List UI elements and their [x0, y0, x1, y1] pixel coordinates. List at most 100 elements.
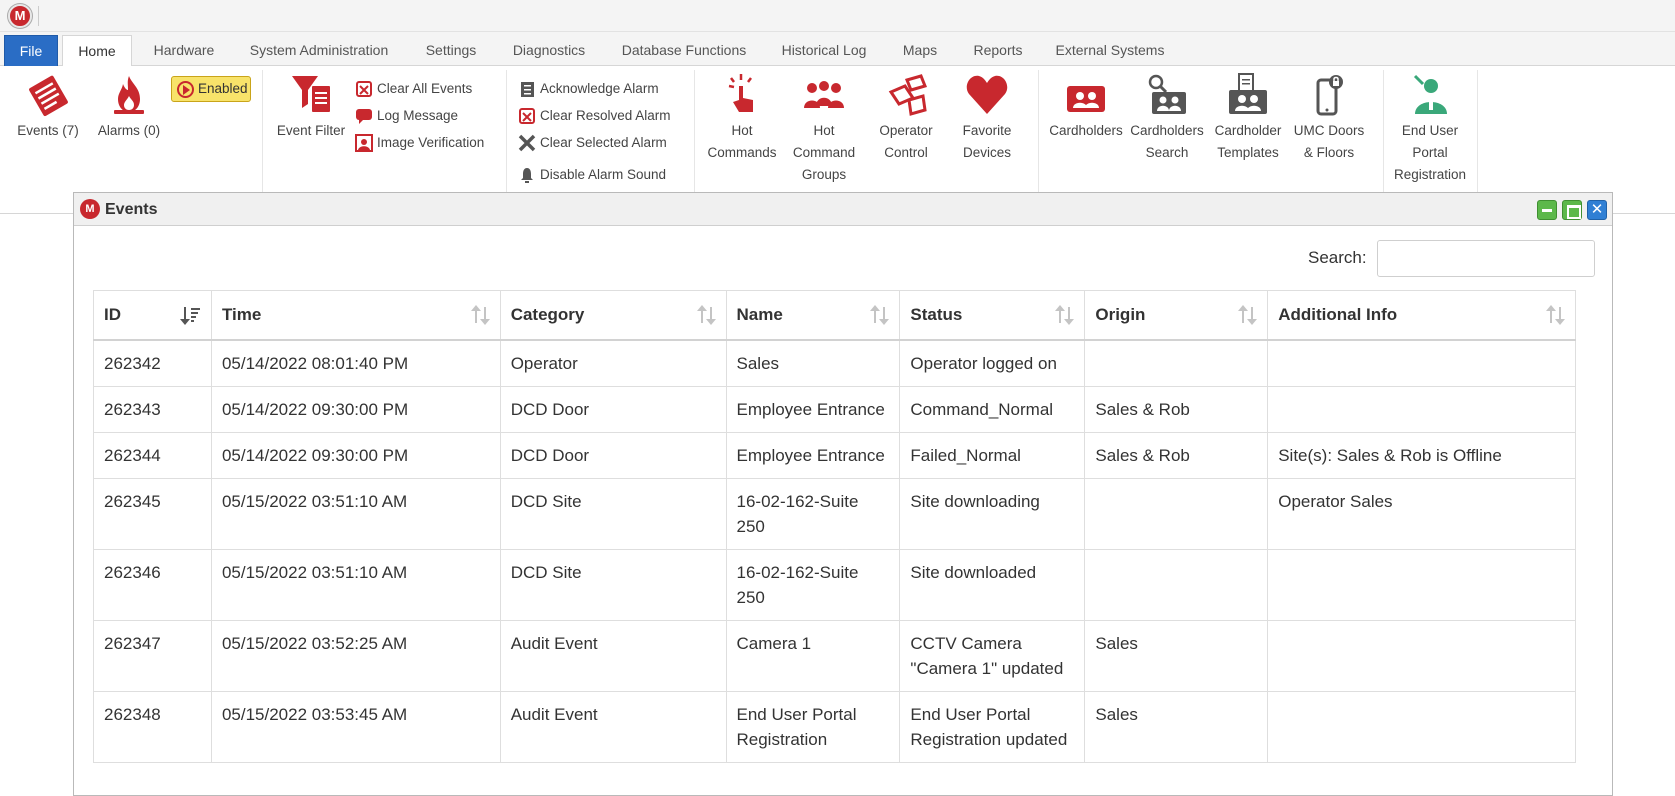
clear-events-icon: [356, 81, 372, 98]
search-input[interactable]: [1377, 240, 1595, 277]
hot-command-groups-label-2: Command: [792, 145, 856, 160]
tab-hardware[interactable]: Hardware: [153, 42, 215, 58]
cell-origin: [1084, 339, 1269, 387]
cell-id: 262345: [93, 477, 212, 550]
template-icon: [1229, 73, 1267, 114]
tab-external-systems[interactable]: External Systems: [1055, 42, 1165, 58]
app-logo-icon[interactable]: M: [8, 4, 32, 28]
cell-name: Employee Entrance: [725, 385, 901, 433]
cell-origin: Sales & Rob: [1084, 431, 1269, 479]
events-window-titlebar[interactable]: M Events ✕: [74, 193, 1612, 226]
tab-maps[interactable]: Maps: [902, 42, 938, 58]
cardholders-search-label-1: Cardholders: [1130, 123, 1204, 138]
maximize-button[interactable]: [1562, 200, 1582, 220]
log-message-button[interactable]: Log Message: [355, 105, 458, 127]
operator-control-button[interactable]: Operator Control: [866, 72, 946, 164]
tab-reports[interactable]: Reports: [973, 42, 1023, 58]
cell-time: 05/14/2022 08:01:40 PM: [210, 339, 501, 387]
ribbon-separator: [694, 70, 695, 198]
acknowledge-alarm-button[interactable]: Acknowledge Alarm: [518, 78, 659, 100]
filter-icon: [292, 76, 330, 112]
umc-doors-floors-button[interactable]: UMC Doors & Floors: [1289, 72, 1369, 164]
cell-time: 05/15/2022 03:52:25 AM: [210, 619, 501, 692]
image-verification-button[interactable]: Image Verification: [355, 132, 484, 154]
table-row[interactable]: 262348 05/15/2022 03:53:45 AM Audit Even…: [93, 690, 1576, 763]
cell-id: 262347: [93, 619, 212, 692]
cell-additional-info: [1267, 385, 1576, 433]
event-filter-button[interactable]: Event Filter: [274, 72, 348, 142]
tab-settings[interactable]: Settings: [425, 42, 477, 58]
cell-status: CCTV Camera "Camera 1" updated: [899, 619, 1086, 692]
favorite-devices-button[interactable]: Favorite Devices: [947, 72, 1027, 164]
cell-category: DCD Site: [499, 548, 727, 621]
hot-command-groups-label-3: Groups: [801, 167, 847, 182]
clear-resolved-alarm-label: Clear Resolved Alarm: [540, 108, 671, 123]
cell-additional-info: [1267, 339, 1576, 387]
tab-diagnostics[interactable]: Diagnostics: [512, 42, 586, 58]
tab-database-functions[interactable]: Database Functions: [621, 42, 747, 58]
cell-name: 16-02-162-Suite 250: [725, 548, 901, 621]
clear-selected-alarm-button[interactable]: Clear Selected Alarm: [518, 132, 667, 154]
cell-time: 05/14/2022 09:30:00 PM: [210, 431, 501, 479]
cardholders-button[interactable]: Cardholders: [1046, 72, 1126, 142]
cell-status: Site downloaded: [899, 548, 1086, 621]
event-filter-label: Event Filter: [276, 123, 346, 138]
sort-icon: [696, 305, 716, 325]
hot-command-groups-button[interactable]: Hot Command Groups: [784, 72, 864, 186]
tab-historical-log[interactable]: Historical Log: [781, 42, 867, 58]
column-header-status[interactable]: Status: [899, 290, 1086, 341]
clear-selected-alarm-label: Clear Selected Alarm: [540, 135, 667, 150]
phone-lock-icon: [1316, 75, 1343, 116]
cell-additional-info: [1267, 619, 1576, 692]
operator-icon: [888, 74, 928, 116]
cardholder-templates-button[interactable]: Cardholder Templates: [1208, 72, 1288, 164]
title-bar: M: [0, 0, 1675, 32]
favorite-devices-label-1: Favorite: [962, 123, 1012, 138]
umc-doors-label-2: & Floors: [1303, 145, 1355, 160]
heart-icon: [966, 75, 1008, 114]
clear-resolved-icon: [519, 108, 535, 125]
events-button[interactable]: Events (7): [14, 72, 82, 142]
cell-id: 262346: [93, 548, 212, 621]
cell-origin: Sales: [1084, 690, 1269, 763]
bell-icon: [521, 168, 533, 184]
alarms-button[interactable]: Alarms (0): [96, 72, 162, 142]
table-row[interactable]: 262347 05/15/2022 03:52:25 AM Audit Even…: [93, 619, 1576, 692]
ribbon-separator: [506, 70, 507, 198]
minimize-button[interactable]: [1537, 200, 1557, 220]
sort-icon: [870, 305, 890, 325]
table-row[interactable]: 262343 05/14/2022 09:30:00 PM DCD Door E…: [93, 385, 1576, 433]
table-row[interactable]: 262345 05/15/2022 03:51:10 AM DCD Site 1…: [93, 477, 1576, 550]
column-header-additional-info[interactable]: Additional Info: [1267, 290, 1576, 341]
disable-alarm-sound-button[interactable]: Disable Alarm Sound: [518, 164, 666, 186]
tab-home[interactable]: Home: [62, 35, 132, 67]
column-header-time[interactable]: Time: [210, 290, 501, 341]
table-row[interactable]: 262342 05/14/2022 08:01:40 PM Operator S…: [93, 339, 1576, 387]
cardholder-search-icon: [1148, 74, 1186, 114]
clear-resolved-alarm-button[interactable]: Clear Resolved Alarm: [518, 105, 671, 127]
tab-file[interactable]: File: [4, 35, 58, 66]
column-header-category[interactable]: Category: [499, 290, 727, 341]
enabled-label: Enabled: [198, 81, 248, 96]
column-header-id[interactable]: ID: [93, 290, 212, 341]
acknowledge-alarm-label: Acknowledge Alarm: [540, 81, 659, 96]
group-icon: [804, 81, 844, 108]
alarm-sound-enabled-toggle[interactable]: Enabled: [171, 76, 251, 102]
clear-all-events-label: Clear All Events: [377, 81, 473, 96]
cell-status: Site downloading: [899, 477, 1086, 550]
clear-all-events-button[interactable]: Clear All Events: [355, 78, 472, 100]
cell-time: 05/15/2022 03:53:45 AM: [210, 690, 501, 763]
operator-control-label-2: Control: [884, 145, 928, 160]
table-row[interactable]: 262344 05/14/2022 09:30:00 PM DCD Door E…: [93, 431, 1576, 479]
cell-id: 262343: [93, 385, 212, 433]
hot-commands-button[interactable]: Hot Commands: [702, 72, 782, 164]
end-user-portal-registration-button[interactable]: End User Portal Registration: [1386, 72, 1474, 186]
close-button[interactable]: ✕: [1587, 200, 1607, 220]
tab-system-administration[interactable]: System Administration: [249, 42, 389, 58]
column-header-origin[interactable]: Origin: [1084, 290, 1269, 341]
sort-icon: [1238, 305, 1258, 325]
cardholders-search-button[interactable]: Cardholders Search: [1127, 72, 1207, 164]
column-header-name[interactable]: Name: [725, 290, 901, 341]
pointer-icon: [728, 74, 753, 112]
table-row[interactable]: 262346 05/15/2022 03:51:10 AM DCD Site 1…: [93, 548, 1576, 621]
